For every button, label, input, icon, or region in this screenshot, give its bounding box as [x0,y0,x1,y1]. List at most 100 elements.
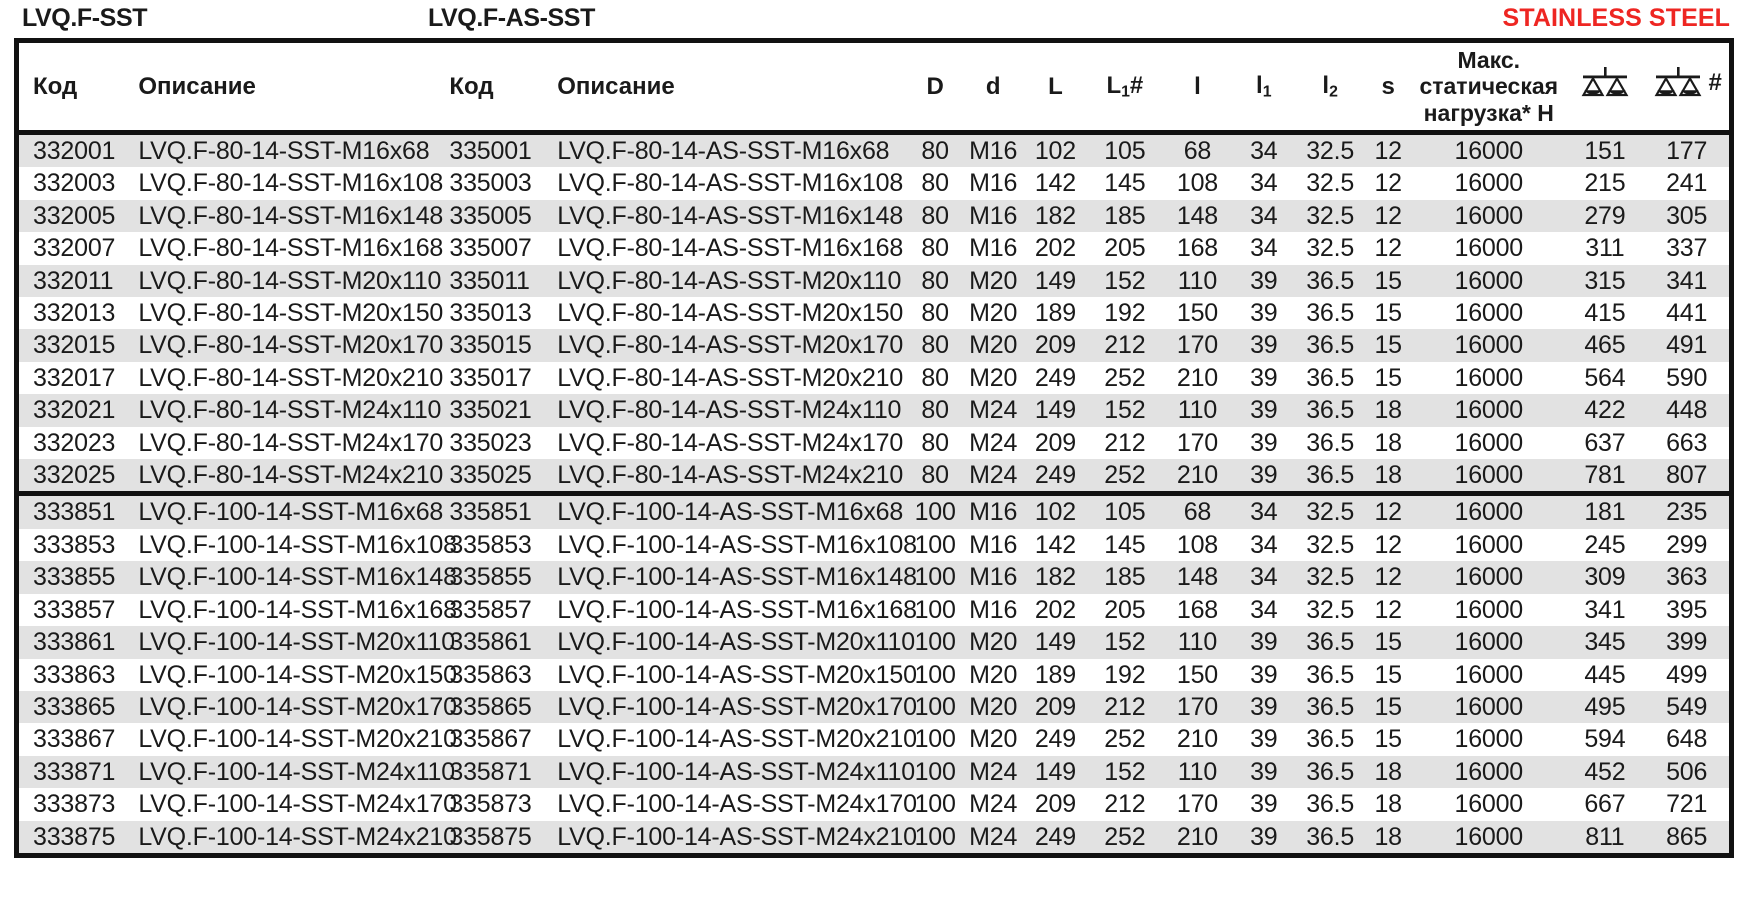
cell-D: 100 [908,658,963,691]
cell-description-1: LVQ.F-100-14-SST-M16x108 [124,528,457,562]
cell-L1: 105 [1086,496,1164,529]
cell-description-2: LVQ.F-80-14-AS-SST-M16x148 [543,199,909,233]
cell-L: 142 [1024,528,1087,562]
cell-s: 18 [1364,820,1413,856]
cell-L: 209 [1024,426,1087,460]
cell-l: 108 [1163,528,1232,562]
cell-l: 148 [1163,199,1232,233]
cell-D: 80 [908,329,963,362]
cell-L1: 212 [1086,788,1164,821]
cell-s: 18 [1364,755,1413,789]
cell-code-1: 333865 [16,690,125,724]
cell-l1: 34 [1231,232,1296,265]
column-header-l1-subscript: 1 [1262,83,1272,101]
cell-l2: 36.5 [1295,361,1365,395]
cell-l2: 36.5 [1295,690,1365,724]
cell-weight-1: 345 [1565,626,1645,659]
cell-D: 100 [908,528,963,562]
cell-weight-2: 549 [1644,690,1732,724]
cell-l2: 32.5 [1295,593,1365,627]
cell-description-2: LVQ.F-100-14-AS-SST-M20x110 [543,626,915,659]
column-header-s: s [1364,40,1413,133]
max-static-load-line-1: Макс. [1457,47,1521,74]
product-family-label-left: LVQ.F-SST [22,4,148,32]
cell-d: M20 [962,329,1025,362]
cell-d: M20 [962,361,1025,395]
cell-max-static-load: 16000 [1412,426,1566,460]
column-header-weight-2: # [1644,40,1732,133]
cell-description-1: LVQ.F-80-14-SST-M20x150 [124,297,443,330]
cell-l1: 39 [1231,755,1296,789]
column-header-l: l [1163,40,1232,133]
cell-D: 100 [908,755,963,789]
cell-s: 18 [1364,394,1413,427]
cell-d: M24 [962,394,1025,427]
cell-L: 209 [1024,788,1087,821]
cell-description-1: LVQ.F-80-14-SST-M20x210 [124,361,443,395]
cell-l: 170 [1163,329,1232,362]
cell-d: M20 [962,264,1025,298]
cell-l: 210 [1163,820,1232,856]
cell-d: M16 [962,593,1025,627]
cell-max-static-load: 16000 [1412,459,1566,494]
cell-weight-2: 491 [1644,329,1732,362]
table-row: 332023 LVQ.F-80-14-SST-M24x170 335023 LVQ.F… [16,426,1732,460]
cell-l1: 39 [1231,297,1296,330]
cell-code-1: 332001 [16,135,125,168]
cell-L: 209 [1024,690,1087,724]
cell-weight-1: 594 [1565,723,1645,756]
cell-description-1: LVQ.F-80-14-SST-M24x170 [124,426,443,460]
cell-l: 68 [1163,135,1232,168]
cell-code-2: 335857 [435,593,544,627]
cell-weight-1: 341 [1565,593,1645,627]
cell-s: 12 [1364,561,1413,594]
cell-code-2: 335015 [435,329,544,362]
cell-max-static-load: 16000 [1412,626,1566,659]
cell-weight-1: 452 [1565,755,1645,789]
cell-d: M16 [962,167,1025,200]
cell-code-2: 335865 [435,690,544,724]
cell-L1: 252 [1086,459,1164,494]
cell-description-1: LVQ.F-80-14-SST-M16x148 [124,199,443,233]
cell-L: 182 [1024,561,1087,594]
cell-weight-1: 215 [1565,167,1645,200]
cell-description-1: LVQ.F-80-14-SST-M20x170 [124,329,443,362]
cell-max-static-load: 16000 [1412,135,1566,168]
cell-s: 15 [1364,690,1413,724]
cell-code-2: 335867 [435,723,544,756]
cell-L1: 212 [1086,690,1164,724]
table-row: 332003 LVQ.F-80-14-SST-M16x108 335003 LVQ.F… [16,167,1732,200]
cell-max-static-load: 16000 [1412,723,1566,756]
cell-d: M16 [962,528,1025,562]
cell-l: 148 [1163,561,1232,594]
cell-l2: 36.5 [1295,755,1365,789]
cell-d: M16 [962,199,1025,233]
cell-code-1: 333863 [16,658,125,691]
cell-L1: 192 [1086,297,1164,330]
cell-description-2: LVQ.F-80-14-AS-SST-M24x210 [543,459,909,494]
column-header-d: d [962,40,1025,133]
cell-l: 110 [1163,264,1232,298]
cell-code-1: 333875 [16,820,125,856]
table-body: 332001 LVQ.F-80-14-SST-M16x68 335001 LVQ.F-… [16,130,1732,856]
cell-l2: 32.5 [1295,528,1365,562]
cell-d: M24 [962,820,1025,856]
cell-L: 102 [1024,135,1087,168]
cell-max-static-load: 16000 [1412,264,1566,298]
cell-s: 18 [1364,459,1413,494]
cell-weight-2: 299 [1644,528,1732,562]
cell-weight-2: 341 [1644,264,1732,298]
cell-description-2: LVQ.F-80-14-AS-SST-M16x108 [543,167,909,200]
column-header-code-1: Код [16,40,125,133]
table-row: 332013 LVQ.F-80-14-SST-M20x150 335013 LVQ.F… [16,297,1732,330]
balance-scale-icon: # [1651,65,1722,101]
cell-L: 202 [1024,232,1087,265]
cell-code-2: 335017 [435,361,544,395]
cell-d: M24 [962,459,1025,494]
cell-code-2: 335871 [435,755,544,789]
table-row: 332021 LVQ.F-80-14-SST-M24x110 335021 LVQ.F… [16,394,1732,427]
cell-max-static-load: 16000 [1412,755,1566,789]
cell-D: 100 [908,820,963,856]
cell-l1: 39 [1231,459,1296,494]
cell-code-2: 335025 [435,459,544,494]
